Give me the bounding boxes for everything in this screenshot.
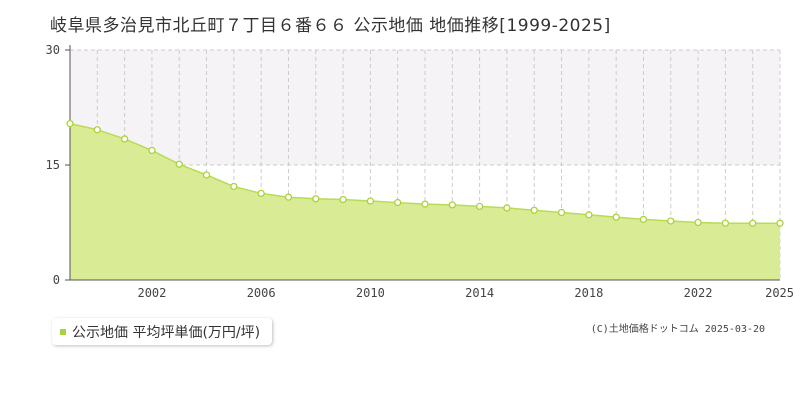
data-point — [530, 206, 538, 214]
series-fill — [70, 123, 780, 280]
chart-title: 岐阜県多治見市北丘町７丁目６番６６ 公示地価 地価推移[1999-2025] — [50, 16, 611, 36]
legend-marker — [60, 328, 66, 335]
data-point — [503, 204, 511, 212]
data-point — [257, 189, 265, 198]
data-point — [366, 197, 375, 205]
data-point — [776, 219, 784, 227]
data-point — [421, 200, 429, 208]
tick-labels: 0 15 30 2002 2006 2010 2014 2018 2022 2025 — [46, 43, 794, 300]
y-tick-label: 30 — [46, 43, 60, 57]
x-tick-label: 2014 — [465, 286, 494, 300]
legend-label: 公示地価 平均坪単価(万円/坪) — [72, 324, 261, 341]
x-tick-label: 2025 — [765, 286, 794, 300]
data-point — [202, 171, 211, 179]
legend: 公示地価 平均坪単価(万円/坪) — [52, 318, 273, 345]
data-point — [175, 160, 183, 168]
data-point — [120, 135, 129, 143]
data-point — [148, 146, 156, 155]
data-point — [585, 211, 593, 219]
data-point — [394, 198, 402, 207]
axes — [65, 45, 780, 281]
x-tick-label: 2018 — [574, 286, 603, 300]
y-tick-label: 0 — [53, 273, 60, 287]
x-tick-label: 2006 — [247, 286, 276, 300]
x-tick-label: 2002 — [137, 286, 166, 300]
copyright-text: (C)土地価格ドットコム 2025-03-20 — [590, 324, 765, 335]
x-tick-label: 2010 — [356, 286, 385, 300]
data-point — [339, 195, 347, 204]
y-tick-label: 15 — [46, 158, 60, 172]
data-point — [312, 195, 320, 203]
data-point — [230, 182, 238, 191]
data-point — [667, 217, 675, 225]
data-point — [639, 215, 648, 224]
data-point — [448, 201, 456, 209]
data-point — [284, 193, 293, 201]
data-point — [475, 202, 484, 211]
data-point — [694, 218, 702, 227]
data-point — [612, 213, 620, 221]
data-markers — [66, 119, 784, 227]
data-point — [749, 219, 757, 227]
x-tick-label: 2022 — [684, 286, 713, 300]
data-point — [66, 119, 74, 128]
data-point — [93, 126, 101, 134]
data-point — [721, 219, 730, 227]
data-point — [557, 208, 566, 217]
